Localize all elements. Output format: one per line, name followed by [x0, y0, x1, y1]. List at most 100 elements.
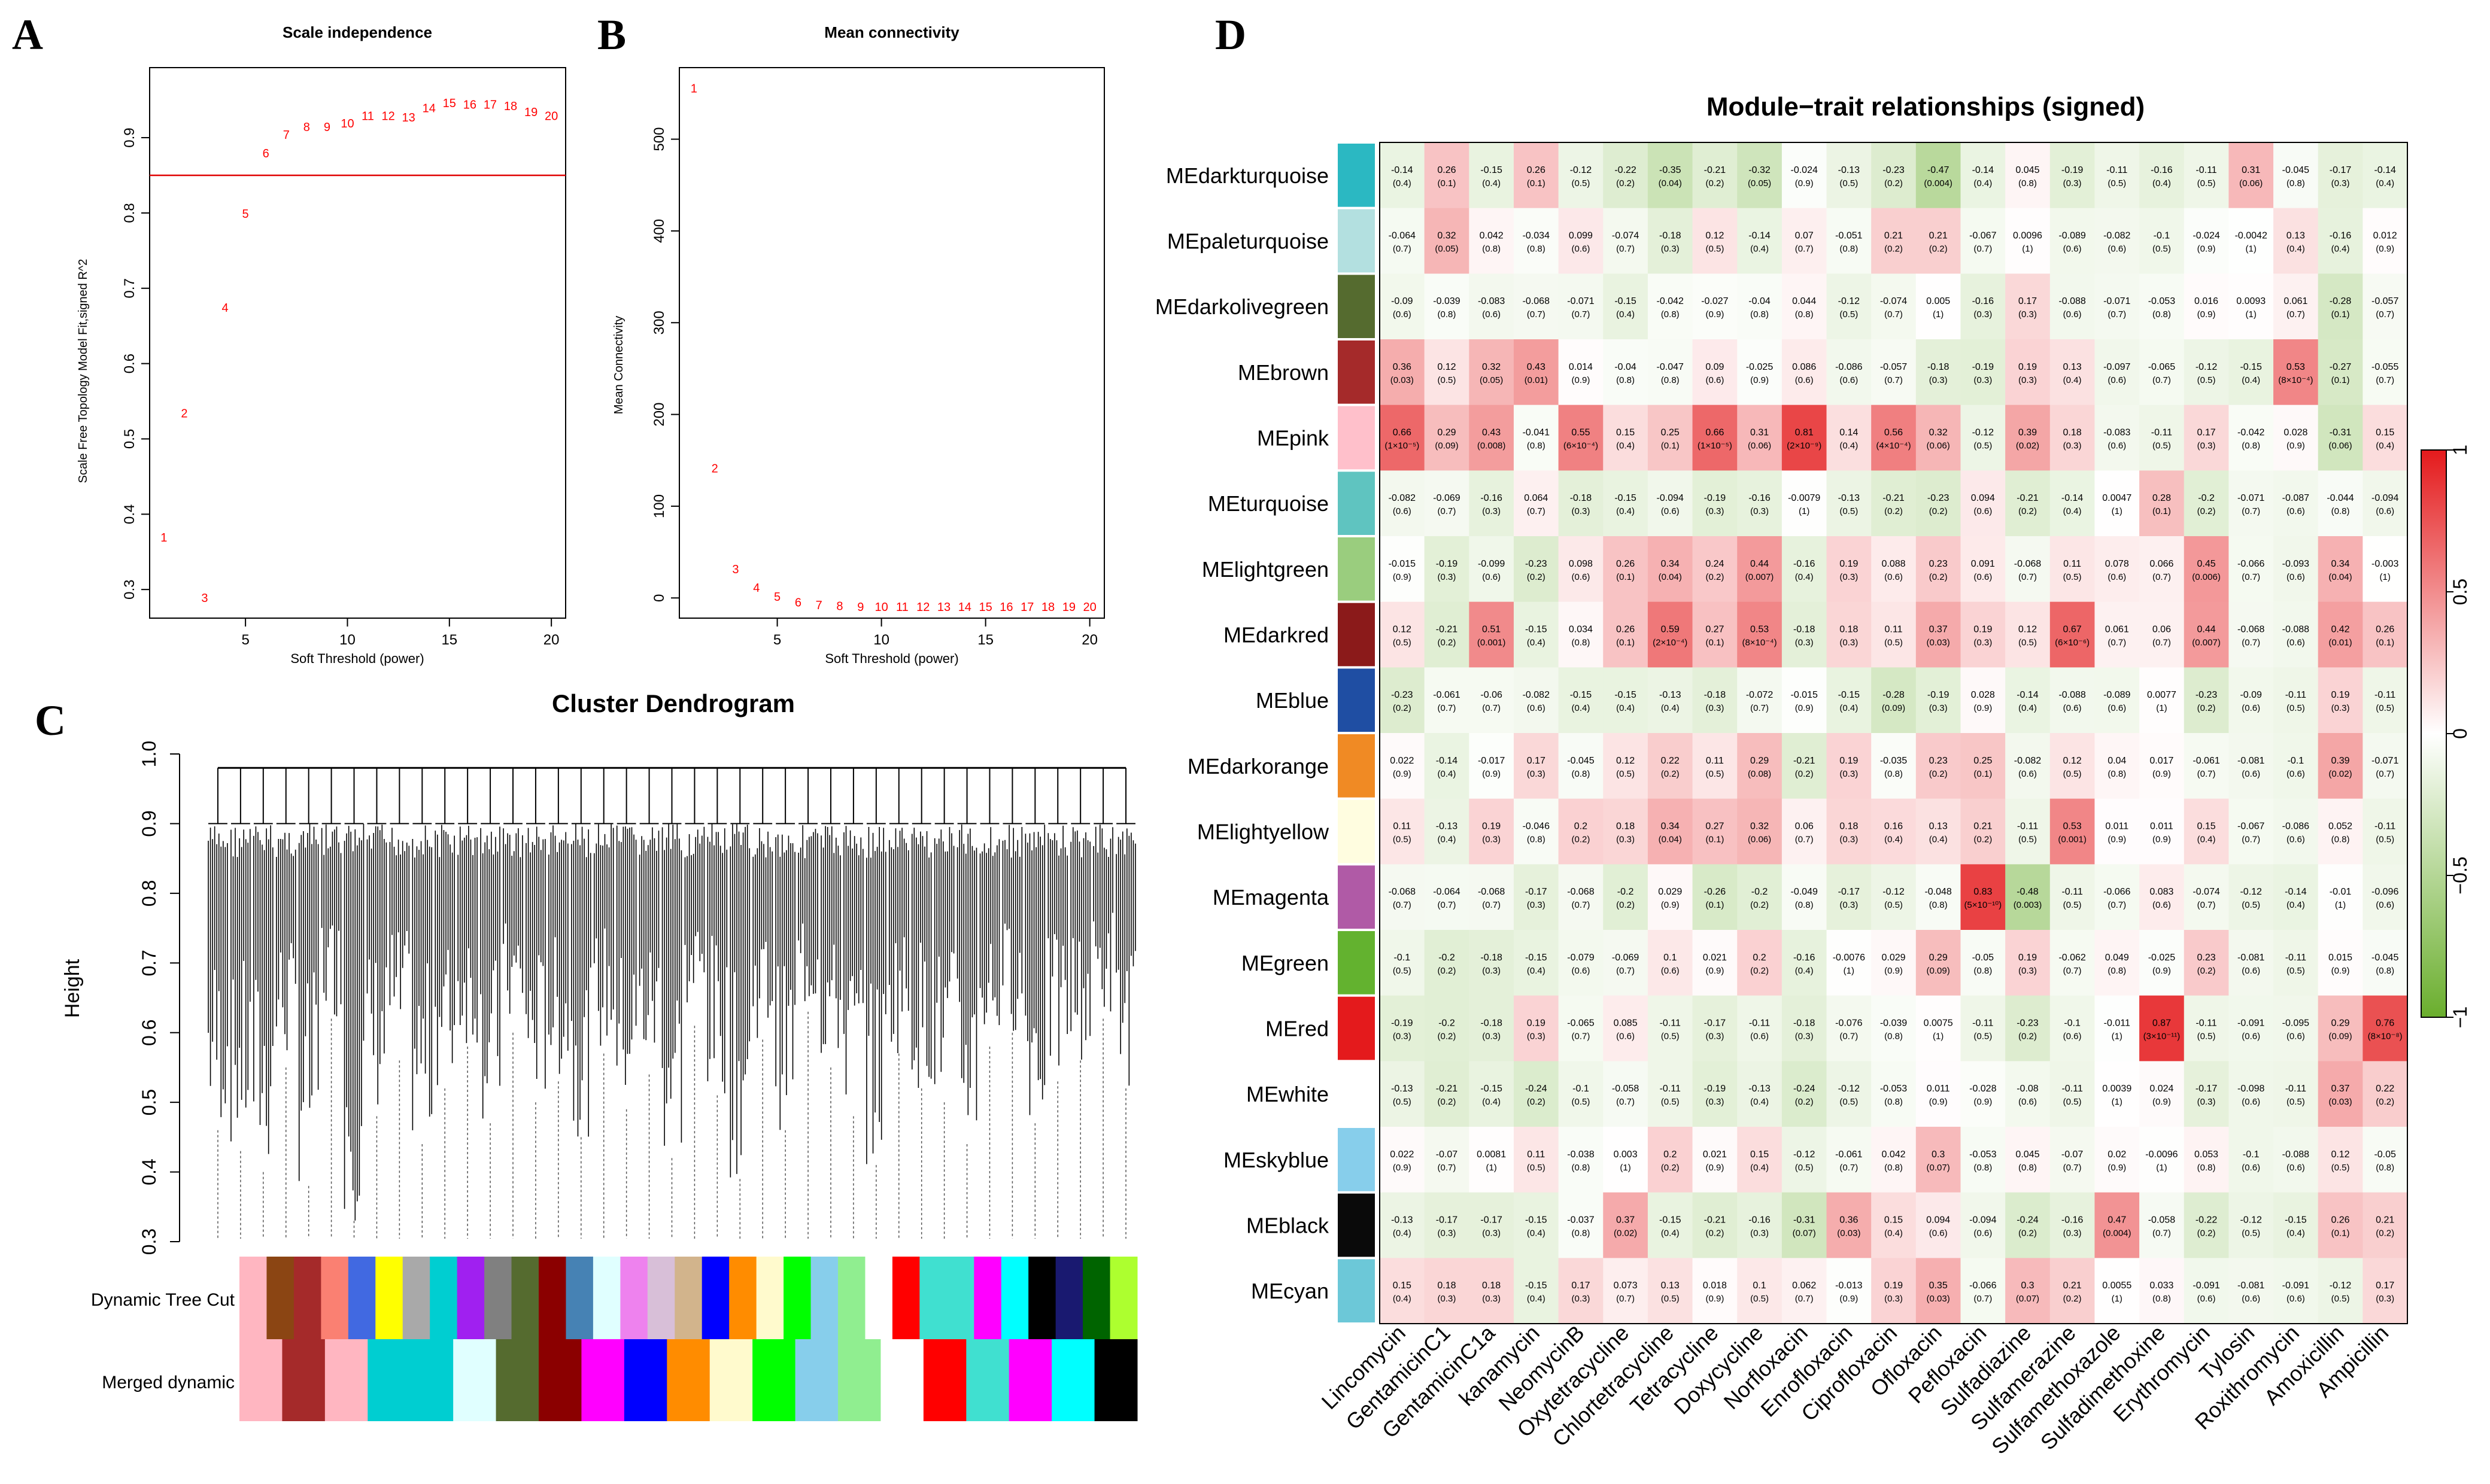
heatmap-cell-correlation: 0.15 — [1393, 1281, 1411, 1291]
heatmap-cell — [1692, 1192, 1738, 1258]
heatmap-cell — [1737, 405, 1783, 471]
heatmap-cell-correlation: -0.1 — [1394, 953, 1411, 963]
heatmap-cell-correlation: -0.082 — [1389, 493, 1416, 503]
heatmap-cell-pvalue: (0.8) — [1795, 309, 1814, 320]
heatmap-cell-correlation: -0.2 — [1438, 953, 1455, 963]
heatmap-cell-pvalue: (0.04) — [1659, 572, 1682, 582]
heatmap-cell-pvalue: (0.6) — [1572, 966, 1590, 976]
heatmap-cell-correlation: 0.29 — [1750, 756, 1769, 766]
heatmap-cell-pvalue: (8×10⁻⁴) — [1742, 638, 1777, 648]
heatmap-cell-correlation: 0.26 — [1527, 165, 1545, 175]
merged-dynamic-swatch — [667, 1339, 710, 1421]
heatmap-cell — [2318, 273, 2363, 340]
heatmap-cell-pvalue: (0.9) — [1839, 1294, 1858, 1304]
heatmap-cell-correlation: 0.029 — [1658, 887, 1682, 897]
heatmap-cell — [2094, 273, 2140, 340]
heatmap-cell — [2049, 273, 2095, 340]
heatmap-cell — [1647, 405, 1693, 471]
heatmap-cell-correlation: -0.11 — [1660, 1084, 1681, 1094]
heatmap-cell — [2005, 930, 2051, 996]
heatmap-cell-correlation: 0.0047 — [2102, 493, 2131, 503]
heatmap-cell-correlation: -0.11 — [2374, 690, 2395, 700]
heatmap-cell-pvalue: (0.3) — [2331, 178, 2350, 188]
heatmap-cell-correlation: 0.005 — [1926, 296, 1950, 306]
merged-dynamic-swatch — [1052, 1339, 1095, 1421]
heatmap-cell — [2363, 1061, 2408, 1127]
heatmap-cell-correlation: 0.37 — [1929, 625, 1948, 635]
heatmap-cell-pvalue: (0.7) — [1482, 703, 1501, 713]
heatmap-cell-pvalue: (0.8) — [2376, 1163, 2394, 1173]
heatmap-cell-pvalue: (0.9) — [1393, 769, 1411, 779]
dynamic-tree-cut-swatch — [647, 1257, 675, 1339]
mean-connectivity-y-tick-label: 100 — [651, 494, 667, 518]
heatmap-cell — [1469, 1127, 1514, 1193]
module-trait-heatmap: Module−trait relationships (signed) MEda… — [1155, 92, 2471, 1459]
heatmap-cell-correlation: -0.067 — [2237, 822, 2264, 832]
heatmap-cell — [2184, 930, 2229, 996]
heatmap-cell — [1469, 1192, 1514, 1258]
mean-connectivity-x-tick-label: 5 — [773, 632, 781, 648]
heatmap-cell-pvalue: (0.03) — [1927, 1294, 1950, 1304]
heatmap-cell-pvalue: (0.2) — [2018, 1228, 2037, 1239]
heatmap-cell-correlation: -0.042 — [2237, 428, 2264, 438]
heatmap-cell-correlation: -0.11 — [2285, 953, 2306, 963]
heatmap-cell-pvalue: (0.7) — [1795, 1294, 1814, 1304]
heatmap-cell-correlation: -0.17 — [2330, 165, 2352, 175]
heatmap-cell-pvalue: (0.5) — [1795, 1163, 1814, 1173]
heatmap-cell-correlation: 0.39 — [2018, 428, 2037, 438]
heatmap-cell — [1603, 667, 1648, 734]
heatmap-cell-correlation: -0.027 — [1701, 296, 1728, 306]
heatmap-cell-correlation: -0.17 — [1838, 887, 1860, 897]
heatmap-cell — [1737, 995, 1783, 1062]
heatmap-cell-correlation: -0.15 — [1480, 1084, 1502, 1094]
heatmap-cell-correlation: 0.064 — [1524, 493, 1548, 503]
dynamic-tree-cut-swatch — [566, 1257, 594, 1339]
heatmap-cell-pvalue: (0.2) — [1884, 178, 1903, 188]
heatmap-cell-pvalue: (0.6) — [2108, 703, 2126, 713]
heatmap-cell-correlation: 0.26 — [1437, 165, 1456, 175]
heatmap-cell — [2005, 601, 2051, 668]
heatmap-cell — [2318, 930, 2363, 996]
mean-connectivity-y-tick-label: 300 — [651, 311, 667, 334]
heatmap-cell-correlation: -0.17 — [1436, 1215, 1458, 1225]
color-row-label-dynamic: Dynamic Tree Cut — [91, 1290, 235, 1310]
heatmap-cell-pvalue: (0.9) — [2152, 769, 2171, 779]
heatmap-cell — [1915, 339, 1961, 406]
heatmap-cell-correlation: 0.0096 — [2013, 231, 2042, 241]
heatmap-cell-correlation: -0.088 — [2282, 625, 2309, 635]
heatmap-cell — [2049, 798, 2095, 865]
heatmap-cell-correlation: 0.26 — [2376, 625, 2394, 635]
heatmap-cell — [1915, 1061, 1961, 1127]
heatmap-cell-pvalue: (1) — [2246, 309, 2257, 320]
heatmap-cell-correlation: -0.091 — [2237, 1018, 2264, 1029]
mean-connectivity-data-point: 19 — [1062, 601, 1076, 614]
scale-independence-plot: Scale independence Soft Threshold (power… — [77, 23, 566, 666]
heatmap-cell-correlation: -0.07 — [1436, 1150, 1458, 1160]
heatmap-cell — [1692, 1061, 1738, 1127]
heatmap-cell-pvalue: (0.4) — [1839, 441, 1858, 451]
heatmap-cell-correlation: -0.19 — [1391, 1018, 1413, 1029]
module-row-label: MEcyan — [1251, 1279, 1329, 1303]
heatmap-cell-pvalue: (0.6) — [2242, 1294, 2260, 1304]
heatmap-cell-correlation: 0.76 — [2376, 1018, 2394, 1029]
heatmap-cell — [2094, 601, 2140, 668]
heatmap-cell-correlation: 0.36 — [1839, 1215, 1858, 1225]
heatmap-cell-pvalue: (1) — [2112, 1032, 2122, 1042]
heatmap-cell-correlation: 0.042 — [1480, 231, 1504, 241]
heatmap-cell-pvalue: (0.7) — [2018, 572, 2037, 582]
heatmap-cell-correlation: -0.19 — [1436, 559, 1458, 569]
mean-connectivity-data-point: 7 — [816, 599, 822, 612]
mean-connectivity-y-tick-label: 0 — [651, 594, 667, 602]
heatmap-cell — [1692, 733, 1738, 799]
merged-dynamic-swatch — [752, 1339, 796, 1421]
heatmap-cell-correlation: -0.2 — [1438, 1018, 1455, 1029]
heatmap-cell-pvalue: (0.3) — [2331, 703, 2350, 713]
heatmap-cell — [2005, 864, 2051, 930]
heatmap-cell-correlation: 0.029 — [1881, 953, 1905, 963]
heatmap-cell-pvalue: (0.001) — [1477, 638, 1506, 648]
heatmap-cell-correlation: 0.18 — [2063, 428, 2082, 438]
heatmap-cell-pvalue: (0.6) — [2286, 638, 2305, 648]
heatmap-cell-pvalue: (1×10⁻⁵) — [1698, 441, 1732, 451]
heatmap-cell-correlation: 0.19 — [2018, 362, 2037, 372]
heatmap-cell-correlation: -0.17 — [1704, 1018, 1726, 1029]
